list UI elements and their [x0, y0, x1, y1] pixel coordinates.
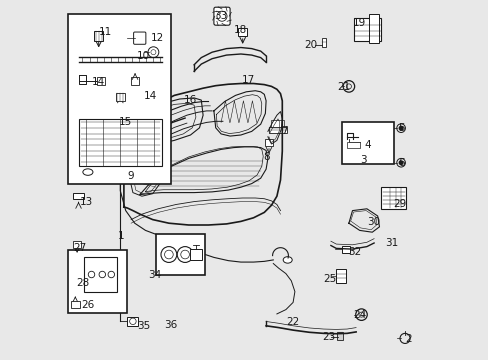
- FancyBboxPatch shape: [68, 250, 127, 313]
- Bar: [131, 77, 139, 85]
- Bar: [71, 301, 80, 308]
- Text: 5: 5: [397, 123, 404, 133]
- Bar: [94, 31, 103, 41]
- Bar: [268, 127, 286, 133]
- Text: 29: 29: [392, 199, 406, 209]
- Bar: [381, 187, 405, 209]
- Text: 6: 6: [397, 158, 404, 168]
- Text: 22: 22: [286, 317, 299, 327]
- Bar: [79, 119, 162, 166]
- Text: 19: 19: [352, 18, 366, 28]
- Bar: [84, 257, 117, 292]
- Bar: [73, 241, 81, 248]
- Text: 31: 31: [385, 238, 398, 248]
- Text: 20: 20: [304, 40, 317, 50]
- Text: 11: 11: [99, 27, 112, 37]
- Bar: [341, 246, 349, 253]
- Text: 21: 21: [336, 82, 349, 92]
- Text: 32: 32: [347, 247, 360, 257]
- Bar: [97, 77, 104, 85]
- FancyBboxPatch shape: [341, 122, 393, 164]
- Text: 27: 27: [74, 243, 87, 253]
- Bar: [336, 269, 346, 283]
- Text: 24: 24: [352, 310, 366, 320]
- Circle shape: [399, 126, 402, 130]
- Text: 26: 26: [81, 300, 94, 310]
- Ellipse shape: [283, 257, 292, 263]
- FancyBboxPatch shape: [156, 234, 204, 275]
- Text: 17: 17: [241, 75, 254, 85]
- FancyBboxPatch shape: [68, 14, 170, 184]
- Text: 15: 15: [119, 117, 132, 127]
- Text: 30: 30: [366, 217, 379, 227]
- Text: 9: 9: [127, 171, 134, 181]
- Text: 33: 33: [214, 11, 227, 21]
- FancyBboxPatch shape: [213, 7, 230, 25]
- Text: 34: 34: [148, 270, 162, 280]
- Text: 1: 1: [118, 231, 124, 241]
- Bar: [368, 14, 378, 43]
- Text: 14: 14: [92, 77, 105, 87]
- Bar: [265, 139, 272, 146]
- Text: 12: 12: [150, 33, 163, 43]
- Text: 7: 7: [281, 126, 287, 136]
- Text: 16: 16: [183, 95, 197, 105]
- Bar: [127, 317, 138, 326]
- Bar: [116, 93, 124, 101]
- Text: 25: 25: [323, 274, 336, 284]
- Bar: [354, 18, 381, 41]
- Bar: [336, 332, 343, 340]
- Bar: [163, 253, 178, 261]
- Bar: [346, 142, 359, 148]
- Text: 18: 18: [234, 25, 247, 35]
- Bar: [73, 193, 83, 199]
- Circle shape: [399, 161, 402, 165]
- Bar: [271, 120, 284, 127]
- Ellipse shape: [82, 169, 93, 175]
- Text: 35: 35: [137, 321, 150, 331]
- Text: 10: 10: [136, 51, 149, 61]
- Bar: [238, 28, 246, 36]
- Text: 14: 14: [144, 91, 157, 101]
- Text: 13: 13: [80, 197, 93, 207]
- Text: 3: 3: [359, 155, 366, 165]
- Bar: [321, 38, 325, 47]
- Text: 28: 28: [77, 278, 90, 288]
- Bar: [190, 249, 201, 260]
- FancyBboxPatch shape: [133, 32, 145, 44]
- Text: 2: 2: [404, 334, 411, 344]
- Text: 4: 4: [364, 140, 370, 150]
- Text: 36: 36: [164, 320, 177, 330]
- Text: 23: 23: [322, 332, 335, 342]
- Text: 8: 8: [263, 152, 269, 162]
